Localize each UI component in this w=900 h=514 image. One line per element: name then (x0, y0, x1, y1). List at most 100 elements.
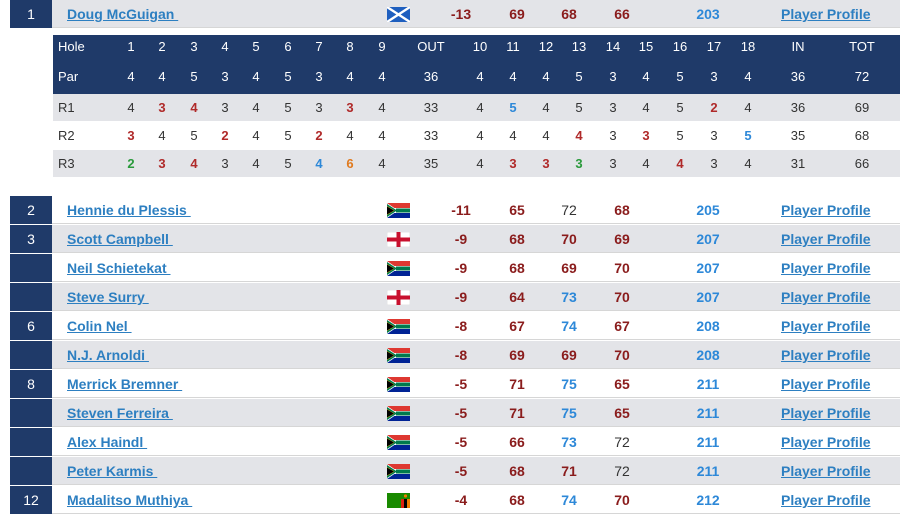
player-name-link[interactable]: Neil Schietekat (67, 260, 171, 276)
hole-score: 3 (221, 100, 229, 115)
hole-score: 3 (710, 156, 718, 171)
hole-score: 4 (542, 100, 550, 115)
player-profile-link[interactable]: Player Profile (781, 318, 871, 334)
position-cell: 3 (10, 225, 52, 253)
to-par-cell: -9 (454, 260, 468, 276)
player-name-link[interactable]: Alex Haindl (67, 434, 148, 450)
hole-score: 2 (221, 128, 229, 143)
player-profile-link[interactable]: Player Profile (781, 376, 871, 392)
scorecard-header: Hole Par 1 2 3 4 5 6 7 8 9 OUT 10 11 12 13 14 15 16 17 18 I… (53, 35, 900, 94)
player-profile-link[interactable]: Player Profile (781, 6, 871, 22)
hole-par: 5 (575, 69, 583, 84)
to-par-cell: -4 (454, 492, 468, 508)
to-par-cell: -5 (454, 463, 468, 479)
hole-score: 3 (158, 156, 166, 171)
scorecard: Hole Par 1 2 3 4 5 6 7 8 9 OUT 10 11 12 13 14 15 16 17 18 I… (53, 35, 900, 178)
round1-cell: 64 (509, 289, 525, 305)
south-africa-flag-icon (387, 406, 410, 421)
hole-score: 6 (346, 156, 354, 171)
round2-cell: 72 (561, 202, 577, 218)
england-flag-icon (387, 290, 410, 305)
player-name-link[interactable]: Scott Campbell (67, 231, 173, 247)
hole-score: 4 (378, 100, 386, 115)
hole-number: 4 (221, 39, 229, 54)
position-cell (10, 254, 52, 282)
hole-par: 36 (423, 69, 439, 84)
hole-number: 6 (284, 39, 292, 54)
hole-score: 4 (190, 156, 198, 171)
player-name-link[interactable]: Merrick Bremner (67, 376, 183, 392)
hole-score: 4 (252, 156, 260, 171)
hole-number: 18 (740, 39, 756, 54)
round1-cell: 65 (509, 202, 525, 218)
hole-par: 4 (378, 69, 386, 84)
to-par-cell: -8 (454, 318, 468, 334)
hole-number: 5 (252, 39, 260, 54)
player-name-link[interactable]: N.J. Arnoldi (67, 347, 149, 363)
hole-score: 33 (423, 128, 439, 143)
round2-cell: 71 (561, 463, 577, 479)
total-cell: 211 (696, 376, 720, 392)
total-cell: 212 (696, 492, 720, 508)
player-name-link[interactable]: Steve Surry (67, 289, 149, 305)
player-name-link[interactable]: Madalitso Muthiya (67, 492, 193, 508)
player-name-link[interactable]: Steven Ferreira (67, 405, 173, 421)
player-profile-link[interactable]: Player Profile (781, 289, 871, 305)
round3-cell: 65 (614, 376, 630, 392)
player-profile-link[interactable]: Player Profile (781, 405, 871, 421)
hole-par: 3 (609, 69, 617, 84)
player-profile-link[interactable]: Player Profile (781, 202, 871, 218)
south-africa-flag-icon (387, 203, 410, 218)
hole-score: 3 (509, 156, 517, 171)
round1-cell: 69 (509, 6, 525, 22)
hole-score: 3 (542, 156, 550, 171)
hole-score: 5 (676, 100, 684, 115)
hole-number: OUT (417, 39, 445, 54)
position-cell: 2 (10, 196, 52, 224)
player-name-link[interactable]: Doug McGuigan (67, 6, 179, 22)
position-cell (10, 399, 52, 427)
leaderboard-row: 6 Colin Nel -8 67 74 67 208 Player Profile (10, 312, 900, 340)
position-cell (10, 341, 52, 369)
hole-score: 36 (790, 100, 806, 115)
round2-cell: 73 (561, 289, 577, 305)
round3-cell: 67 (614, 318, 630, 334)
hole-score: 35 (790, 128, 806, 143)
player-name-link[interactable]: Colin Nel (67, 318, 132, 334)
round2-cell: 75 (561, 405, 577, 421)
south-africa-flag-icon (387, 261, 410, 276)
hole-score: 5 (676, 128, 684, 143)
round2-cell: 69 (561, 260, 577, 276)
hole-score: 4 (509, 128, 517, 143)
player-profile-link[interactable]: Player Profile (781, 463, 871, 479)
total-cell: 208 (696, 318, 720, 334)
round3-cell: 70 (614, 289, 630, 305)
total-cell: 205 (696, 202, 720, 218)
round2-cell: 75 (561, 376, 577, 392)
player-profile-link[interactable]: Player Profile (781, 231, 871, 247)
hole-par: 36 (790, 69, 806, 84)
hole-number: 8 (346, 39, 354, 54)
player-name-link[interactable]: Hennie du Plessis (67, 202, 191, 218)
player-name-link[interactable]: Peter Karmis (67, 463, 158, 479)
hole-score: 4 (642, 100, 650, 115)
hole-score: 4 (346, 128, 354, 143)
to-par-cell: -11 (451, 202, 471, 218)
player-profile-link[interactable]: Player Profile (781, 347, 871, 363)
to-par-cell: -9 (454, 231, 468, 247)
scorecard-round-row: R1 4 3 4 3 4 5 3 3 4 33 4 5 4 5 3 4 5 2 4 36 69 (53, 94, 900, 122)
leaderboard-row: Alex Haindl -5 66 73 72 211 Player Profile (10, 428, 900, 456)
south-africa-flag-icon (387, 464, 410, 479)
hole-par: 3 (221, 69, 229, 84)
player-profile-link[interactable]: Player Profile (781, 434, 871, 450)
hole-score: 4 (252, 128, 260, 143)
hole-number: 9 (378, 39, 386, 54)
hole-score: 3 (127, 128, 135, 143)
round1-cell: 66 (509, 434, 525, 450)
player-profile-link[interactable]: Player Profile (781, 492, 871, 508)
hole-score: 3 (346, 100, 354, 115)
position-cell: 8 (10, 370, 52, 398)
hole-score: 4 (158, 128, 166, 143)
position-cell: 12 (10, 486, 52, 514)
player-profile-link[interactable]: Player Profile (781, 260, 871, 276)
